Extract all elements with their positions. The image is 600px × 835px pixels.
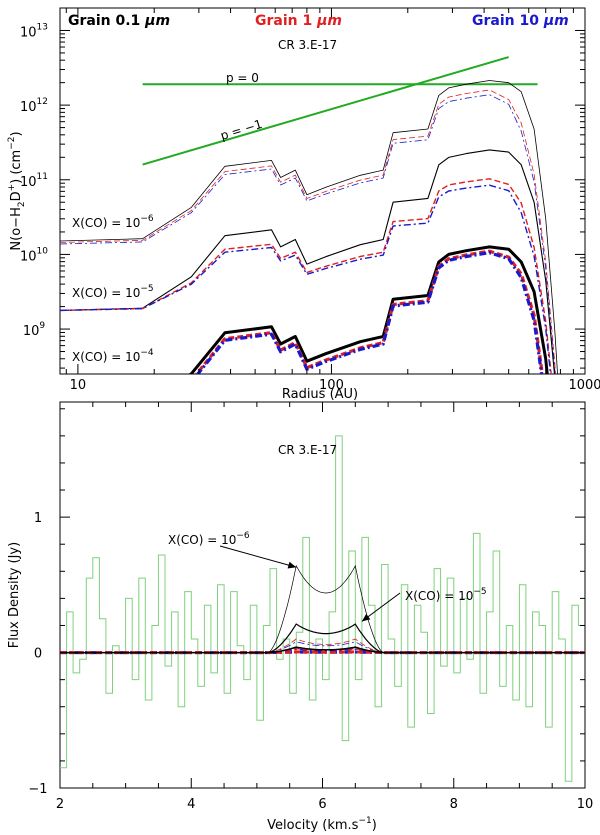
bottom-x-tick-label: 2 [56,797,64,812]
legend-grain-0-1: Grain 0.1 μm [68,13,170,29]
top-y-tick-label: 1010 [20,246,48,264]
bottom-x-tick-label: 4 [187,797,195,812]
legend-grain-1: Grain 1 μm [255,13,342,29]
spectrum-grain-10-m-x-co-1e-6 [60,641,585,653]
annotation-xco-1e-6: X(CO) = 10−6 [72,214,154,230]
annotation-arrow-head [361,613,371,622]
series-grain-1-m-x-co-1e-4 [194,249,544,374]
annotation-arrow-head [287,561,297,569]
top-ticks-group: 10 100 1000 109 1010 1011 1012 1013 [20,7,600,393]
bottom-x-tick-label: 6 [318,797,326,812]
annotation-xco-1e-5: X(CO) = 10−5 [72,284,154,300]
bottom-y-tick-label: 1 [34,511,42,526]
top-y-tick-label: 1012 [20,97,48,115]
spectrum-panel: 2 4 6 8 10 −1 0 1 CR 3.E-17 X(CO) = 10−6 X(CO) … [7,401,593,833]
series-grain-0-1-m-x-co-1e-5 [60,149,556,374]
series-grain-0-1-m-x-co-1e-6 [60,80,558,374]
series-grain-1-m-x-co-1e-6 [60,89,556,374]
bottom-series-group [60,435,585,782]
top-y-tick-label: 1013 [20,22,48,40]
bottom-x-axis-title: Velocity (km.s−1) [267,816,377,833]
spectrum-grain-0-1-m-x-co-1e-6 [60,564,585,653]
top-plot-frame [59,7,586,375]
top-y-axis-title: N(o−H2D+) (cm−2) [7,131,27,250]
annotation-p-minus-1: p = −1 [219,117,264,143]
series-grain-10-m-x-co-1e-5 [60,184,552,374]
top-y-tick-label: 109 [23,321,46,339]
series-grain-0-1-m-x-co-1e-4 [188,245,549,374]
series-grain-1-m-x-co-1e-5 [60,178,552,374]
series-grain-10-m-x-co-1e-4 [195,251,544,374]
top-y-tick-label: 1011 [20,172,48,190]
series-grain-10-m-x-co-1e-6 [60,94,556,374]
annotation-spectrum-xco-1e-5: X(CO) = 10−5 [405,587,487,603]
bottom-x-tick-label: 10 [577,797,594,812]
top-x-tick-label: 10 [70,378,87,393]
bottom-plot-title: CR 3.E-17 [278,443,337,457]
top-x-axis-title: Radius (AU) [282,387,358,402]
top-plot-title: CR 3.E-17 [278,38,337,52]
annotation-arrow-line [219,545,297,568]
top-x-tick-label: 1000 [568,378,600,393]
top-series-group [60,56,558,374]
column-density-panel: 10 100 1000 109 1010 1011 1012 1013 Grain 0.1 μ… [7,7,600,402]
bottom-y-tick-label: −1 [28,782,47,797]
reference-line-p-1 [142,56,509,166]
bottom-ticks-group: 2 4 6 8 10 −1 0 1 [28,402,593,812]
legend-grain-10: Grain 10 μm [472,13,569,29]
bottom-x-tick-label: 8 [450,797,458,812]
series-observed-spectrum [60,435,585,782]
annotation-p-0: p = 0 [226,71,259,85]
top-x-tick-label: 100 [319,378,344,393]
bottom-y-axis-title: Flux Density (Jy) [7,542,22,648]
annotation-xco-1e-4: X(CO) = 10−4 [72,348,154,364]
annotation-spectrum-xco-1e-6: X(CO) = 10−6 [168,531,250,547]
bottom-y-tick-label: 0 [34,647,42,662]
